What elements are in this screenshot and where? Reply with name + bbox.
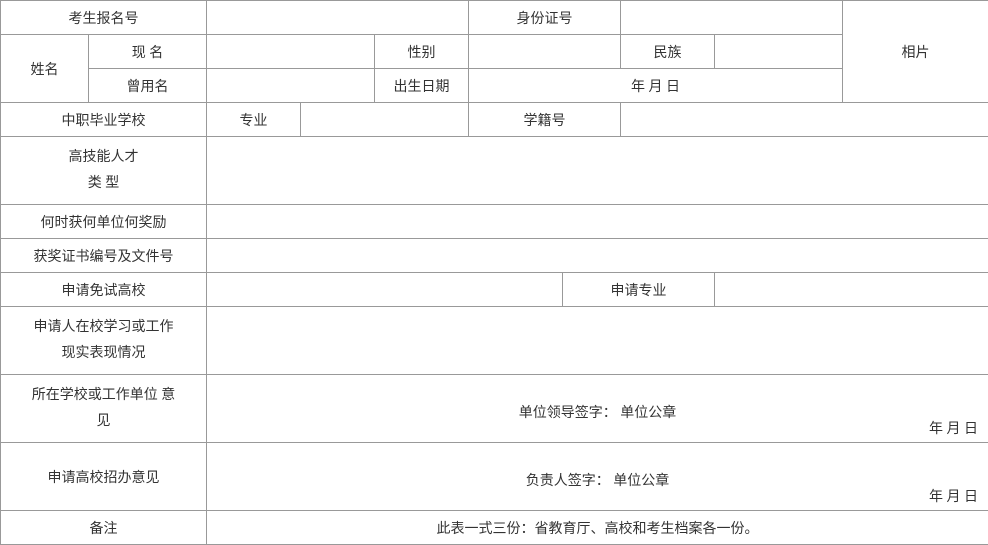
field-current-name[interactable] [207,35,375,69]
talent-type-line2: 类 型 [88,176,120,191]
field-former-name[interactable] [207,69,375,103]
field-reg-no[interactable] [207,1,469,35]
label-name: 姓名 [1,35,89,103]
field-performance[interactable] [207,307,988,375]
label-birth-date: 出生日期 [375,69,469,103]
label-major: 专业 [207,103,301,137]
label-reg-no: 考生报名号 [1,1,207,35]
unit-sign-text: 单位领导签字： 单位公章 [213,396,982,422]
label-remark: 备注 [1,511,207,545]
label-unit-opinion: 所在学校或工作单位 意 见 [1,375,207,443]
talent-type-line1: 高技能人才 [69,150,139,165]
label-vocation-school: 中职毕业学校 [1,103,207,137]
unit-date-text: 年 月 日 [929,418,978,438]
field-unit-opinion[interactable]: 单位领导签字： 单位公章 年 月 日 [207,375,988,443]
unit-opinion-line1: 所在学校或工作单位 意 [32,388,176,403]
photo-cell: 相片 [843,1,988,103]
label-id-no: 身份证号 [469,1,621,35]
label-school-opinion: 申请高校招办意见 [1,443,207,511]
field-student-id[interactable] [621,103,988,137]
field-talent-type[interactable] [207,137,988,205]
field-school-opinion[interactable]: 负责人签字： 单位公章 年 月 日 [207,443,988,511]
label-award-cert: 获奖证书编号及文件号 [1,239,207,273]
field-award-cert[interactable] [207,239,988,273]
unit-opinion-line2: 见 [97,414,111,429]
label-talent-type: 高技能人才 类 型 [1,137,207,205]
field-id-no[interactable] [621,1,843,35]
field-birth-date[interactable]: 年 月 日 [469,69,843,103]
field-remark: 此表一式三份：省教育厅、高校和考生档案各一份。 [207,511,988,545]
label-performance: 申请人在校学习或工作 现实表现情况 [1,307,207,375]
performance-line2: 现实表现情况 [62,346,146,361]
field-gender[interactable] [469,35,621,69]
label-apply-school: 申请免试高校 [1,273,207,307]
field-major[interactable] [301,103,469,137]
school-date-text: 年 月 日 [929,486,978,506]
label-awards: 何时获何单位何奖励 [1,205,207,239]
performance-line1: 申请人在校学习或工作 [34,320,174,335]
application-form-table: 考生报名号 身份证号 相片 姓名 现 名 性别 民族 曾用名 出生日期 年 月 … [0,0,988,545]
school-sign-text: 负责人签字： 单位公章 [213,464,982,490]
field-apply-major[interactable] [715,273,988,307]
field-apply-school[interactable] [207,273,563,307]
field-ethnicity[interactable] [715,35,843,69]
label-former-name: 曾用名 [89,69,207,103]
label-student-id: 学籍号 [469,103,621,137]
label-gender: 性别 [375,35,469,69]
label-current-name: 现 名 [89,35,207,69]
label-apply-major: 申请专业 [563,273,715,307]
field-awards[interactable] [207,205,988,239]
label-ethnicity: 民族 [621,35,715,69]
